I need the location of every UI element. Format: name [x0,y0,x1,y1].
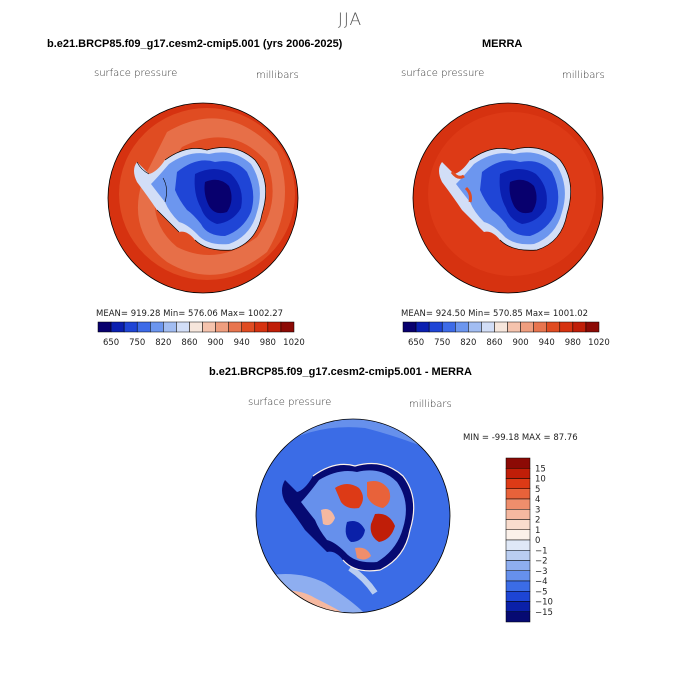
colorbar-swatch [97,321,112,333]
panel-1-title: b.e21.BRCP85.f09_g17.cesm2-cmip5.001 (yr… [47,38,343,50]
colorbar-swatch [585,321,600,333]
map-panel-model [107,102,299,294]
colorbar-swatch [241,321,256,333]
panel-3-units: millibars [409,399,452,410]
panel-3-title: b.e21.BRCP85.f09_g17.cesm2-cmip5.001 - M… [209,366,472,378]
colorbar-swatch [505,611,531,623]
colorbar-tick-label: 650 [408,338,424,348]
colorbar-swatch [505,570,531,582]
colorbar-swatch [202,321,216,333]
colorbar-swatch [505,498,531,510]
colorbar-tick-label: 0 [535,536,540,546]
colorbar-tick-label: −2 [535,557,548,567]
colorbar-swatch [505,580,531,592]
colorbar-tick-label: 3 [535,505,540,515]
colorbar-tick-label: 980 [565,338,581,348]
colorbar-tick-label: 15 [535,464,546,474]
panel-2-units: millibars [562,70,605,81]
figure-title: JJA [337,10,363,30]
colorbar-swatch [441,321,456,333]
colorbar-swatch [455,321,469,333]
colorbar-swatch [559,321,574,333]
colorbar-tick-label: 750 [129,338,145,348]
colorbar-swatch [228,321,242,333]
colorbar-tick-label: −10 [535,598,553,608]
colorbar-swatch [254,321,269,333]
colorbar-tick-label: 750 [434,338,450,348]
colorbar-tick-label: −4 [535,577,548,587]
colorbar-tick-label: 980 [260,338,276,348]
map-panel-difference [255,418,451,614]
colorbar-tick-label: 900 [512,338,528,348]
colorbar-swatch [468,321,482,333]
colorbar-swatch [176,321,190,333]
colorbar-swatch [505,509,531,520]
colorbar-swatch [505,488,531,500]
colorbar-swatch [494,321,508,333]
panel-1-units: millibars [256,70,299,81]
panel-2-title: MERRA [482,38,523,50]
colorbar-tick-label: 4 [535,495,540,505]
colorbar-tick-label: 1 [535,526,540,536]
colorbar-tick-label: 940 [234,338,250,348]
colorbar-tick-label: −5 [535,587,548,597]
colorbar-tick-label: 900 [207,338,223,348]
colorbar-swatch [428,321,443,333]
colorbar-swatch [280,321,295,333]
colorbar-swatch [267,321,282,333]
colorbar-swatch [110,321,125,333]
colorbar-swatch [520,321,534,333]
colorbar-swatch [505,529,531,541]
colorbar-swatch [505,468,531,479]
colorbar-merra: 650 750 820 860 900 940 980 1020 [402,321,610,348]
colorbar-tick-label: 5 [535,485,540,495]
colorbar-tick-label: 820 [460,338,476,348]
colorbar-swatch [533,321,547,333]
colorbar-swatch [415,321,430,333]
panel-2-stats: MEAN= 924.50 Min= 570.85 Max= 1001.02 [401,309,589,319]
colorbar-swatch [215,321,229,333]
colorbar-model: 650 750 820 860 900 940 980 1020 [97,321,305,348]
colorbar-swatch [505,550,531,561]
colorbar-swatch [189,321,203,333]
colorbar-swatch [546,321,561,333]
colorbar-swatch [505,478,531,489]
colorbar-swatch [505,560,531,571]
map-panel-merra [412,102,604,294]
panel-3-stats: MIN = -99.18 MAX = 87.76 [463,433,578,443]
colorbar-tick-label: −3 [535,567,548,577]
colorbar-tick-label: −1 [535,546,548,556]
colorbar-swatch [163,321,177,333]
colorbar-swatch [505,519,531,530]
colorbar-tick-label: 940 [539,338,555,348]
colorbar-swatch [505,591,531,602]
colorbar-tick-label: 650 [103,338,119,348]
colorbar-tick-label: 1020 [283,338,305,348]
colorbar-swatch [136,321,151,333]
colorbar-tick-label: 820 [155,338,171,348]
colorbar-swatch [402,321,417,333]
panel-2-variable: surface pressure [401,68,485,79]
colorbar-tick-label: 10 [535,475,546,485]
colorbar-tick-label: 860 [181,338,197,348]
colorbar-tick-label: 2 [535,516,540,526]
colorbar-swatch [505,457,531,469]
panel-3-variable: surface pressure [248,397,332,408]
colorbar-swatch [572,321,587,333]
colorbar-swatch [505,539,531,551]
colorbar-tick-label: −15 [535,608,553,618]
colorbar-swatch [507,321,521,333]
colorbar-swatch [481,321,495,333]
colorbar-swatch [150,321,164,333]
colorbar-tick-label: 1020 [588,338,610,348]
colorbar-tick-label: 860 [486,338,502,348]
colorbar-swatch [505,601,531,612]
panel-1-variable: surface pressure [94,68,178,79]
colorbar-swatch [123,321,138,333]
panel-1-stats: MEAN= 919.28 Min= 576.06 Max= 1002.27 [96,309,284,319]
